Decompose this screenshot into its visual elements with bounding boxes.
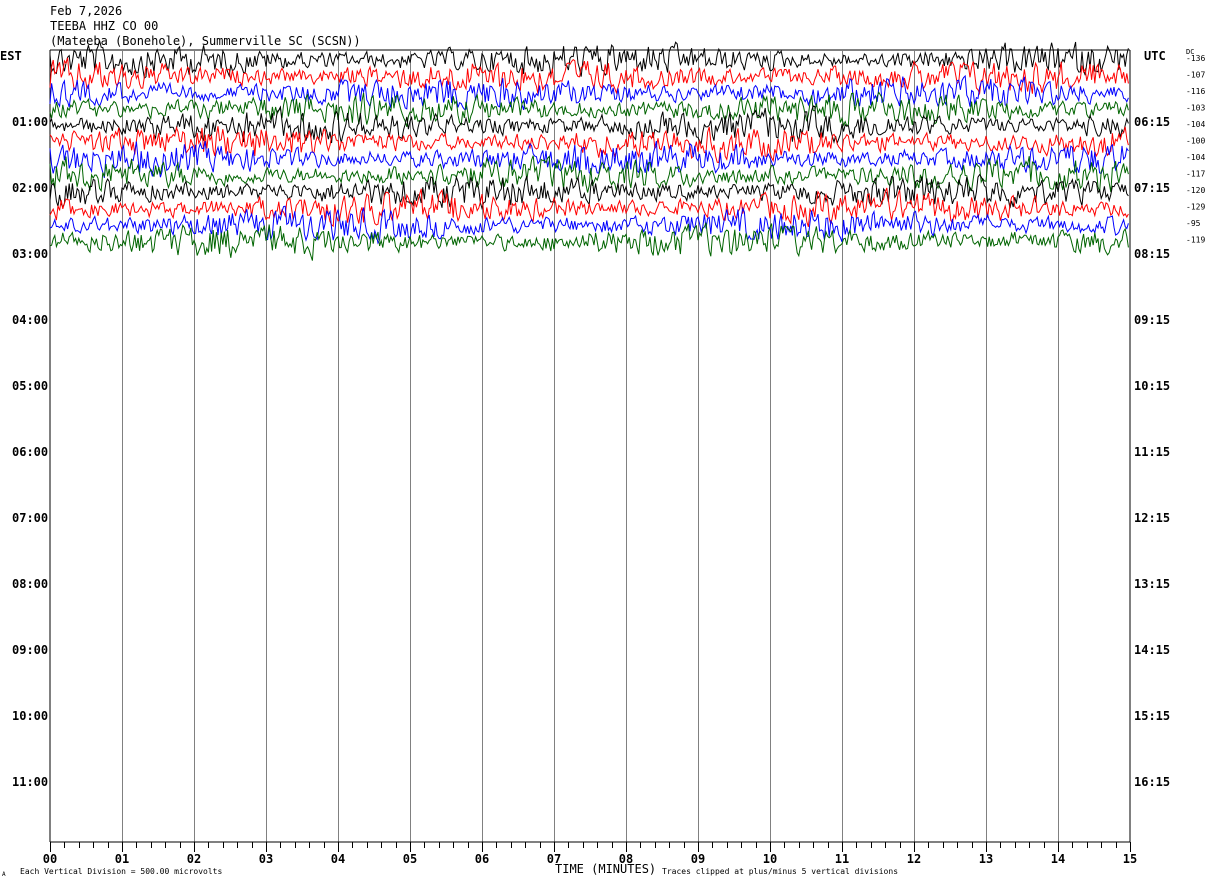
x-tick-label: 12 [907,852,921,866]
trace-line [49,187,1129,228]
trace-line [49,57,1129,96]
left-hour-label: 06:00 [12,445,48,459]
dc-offset-labels: -136 -107 -116 -103 -104 -100 -104 -117 -120 -129… [1186,54,1205,245]
left-hour-label: 08:00 [12,577,48,591]
trace-line [49,74,1129,111]
corner-mark: A [2,871,6,878]
dc-offset-label: -95 [1186,219,1201,228]
header-station: TEEBA HHZ CO 00 [50,19,159,33]
x-tick-label: 02 [187,852,201,866]
x-tick-label: 00 [43,852,57,866]
x-tick-label: 07 [547,852,561,866]
x-tick-label: 01 [115,852,129,866]
grid-lines [49,49,1131,842]
right-hour-label: 11:15 [1134,445,1170,459]
clip-note: Traces clipped at plus/minus 5 vertical … [662,867,899,876]
trace-line [49,105,1129,146]
left-hour-label: 11:00 [12,775,48,789]
right-hour-label: 12:15 [1134,511,1170,525]
left-hour-labels: 01:00 02:00 03:00 04:00 05:00 06:00 07:00 08:00… [12,115,48,789]
left-hour-label: 02:00 [12,181,48,195]
trace-line [49,155,1129,193]
x-tick-label: 10 [763,852,777,866]
dc-offset-label: -104 [1186,153,1205,162]
dc-offset-label: -119 [1186,236,1205,245]
x-tick-label: 03 [259,852,273,866]
left-hour-label: 01:00 [12,115,48,129]
x-tick-label: 06 [475,852,489,866]
right-hour-labels: 06:15 07:15 08:15 09:15 10:15 11:15 12:15 13:15… [1134,115,1170,789]
x-tick-label: 05 [403,852,417,866]
x-tick-label: 14 [1051,852,1065,866]
trace-line [49,140,1129,179]
left-hour-label: 07:00 [12,511,48,525]
header-date: Feb 7,2026 [50,4,123,18]
left-hour-label: 09:00 [12,643,48,657]
dc-offset-label: -136 [1186,54,1205,63]
right-hour-label: 16:15 [1134,775,1170,789]
dc-offset-label: -129 [1186,203,1205,212]
left-hour-label: 04:00 [12,313,48,327]
dc-offset-label: -117 [1186,170,1205,179]
right-hour-label: 14:15 [1134,643,1170,657]
dc-label: DC [1186,48,1195,56]
x-tick-label: 13 [979,852,993,866]
right-hour-label: 13:15 [1134,577,1170,591]
dc-offset-label: -103 [1186,104,1205,113]
left-hour-label: 05:00 [12,379,48,393]
trace-line [49,222,1129,261]
right-hour-label: 07:15 [1134,181,1170,195]
time-axis [50,841,1131,852]
x-tick-label: 11 [835,852,849,866]
x-tick-labels: 00 01 02 03 04 05 06 07 08 09 10 11 12 13 14 15 [43,852,1137,866]
right-timezone-label: UTC [1144,49,1166,63]
trace-line [49,91,1129,127]
dc-offset-label: -107 [1186,71,1205,80]
right-hour-label: 10:15 [1134,379,1170,393]
left-hour-label: 10:00 [12,709,48,723]
x-tick-label: 08 [619,852,633,866]
right-hour-label: 06:15 [1134,115,1170,129]
right-hour-label: 08:15 [1134,247,1170,261]
seismic-traces [49,40,1129,261]
dc-offset-label: -104 [1186,120,1205,129]
dc-offset-label: -116 [1186,87,1205,96]
dc-offset-label: -120 [1186,186,1205,195]
right-hour-label: 15:15 [1134,709,1170,723]
x-axis-title: TIME (MINUTES) [555,862,657,876]
dc-offset-label: -100 [1186,137,1205,146]
left-timezone-label: EST [0,49,22,63]
x-tick-label: 15 [1123,852,1137,866]
x-tick-label: 04 [331,852,345,866]
right-hour-label: 09:15 [1134,313,1170,327]
header-location: (Mateeba (Bonehole), Summerville SC (SCS… [50,34,361,48]
x-tick-label: 09 [691,852,705,866]
left-hour-label: 03:00 [12,247,48,261]
trace-line [49,205,1129,245]
scale-note: Each Vertical Division = 500.00 microvol… [20,867,223,876]
trace-line [49,125,1129,164]
